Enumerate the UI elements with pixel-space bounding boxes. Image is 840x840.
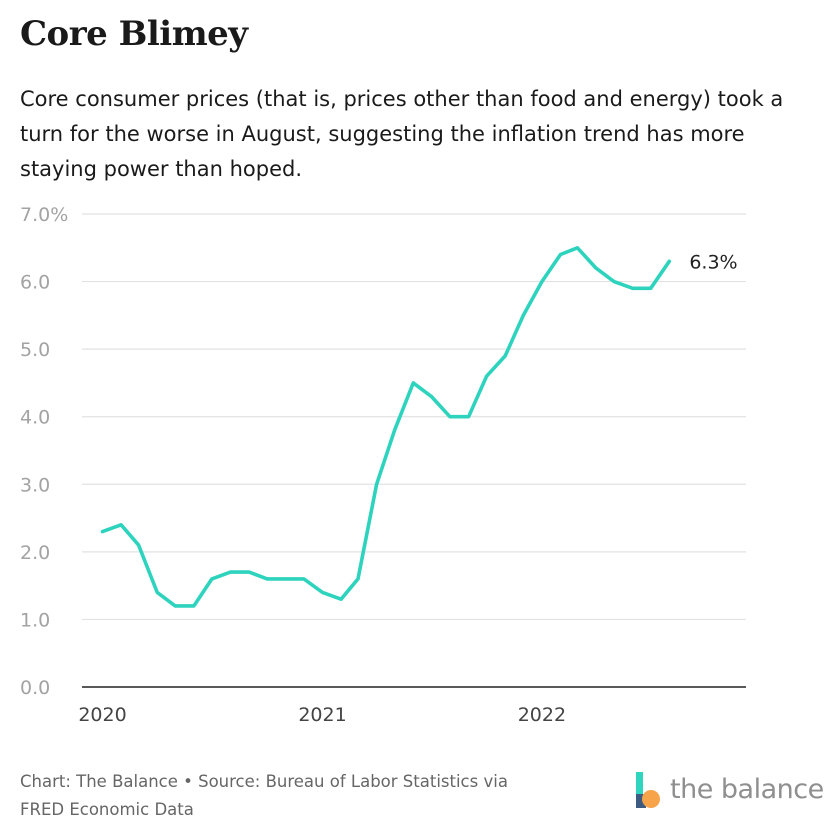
data-point	[192, 604, 196, 608]
series-line	[100, 245, 672, 608]
data-point	[521, 314, 525, 318]
y-tick-label: 3.0	[20, 474, 50, 496]
y-tick-label: 1.0	[20, 609, 50, 631]
data-point	[668, 260, 672, 264]
x-tick-label: 2020	[78, 704, 126, 726]
balance-logo-icon	[636, 772, 660, 808]
data-point	[594, 266, 598, 270]
data-point	[485, 374, 489, 378]
chart-subtitle: Core consumer prices (that is, prices ot…	[20, 87, 784, 181]
y-tick-label: 2.0	[20, 542, 50, 564]
data-point	[503, 354, 507, 358]
x-tick-label: 2022	[518, 704, 566, 726]
data-point	[210, 577, 214, 581]
y-tick-label: 0.0	[20, 677, 50, 699]
data-point	[137, 543, 141, 547]
data-point	[429, 395, 433, 399]
data-point	[393, 428, 397, 432]
data-point	[448, 415, 452, 419]
data-point	[321, 591, 325, 595]
data-point	[540, 280, 544, 284]
end-value-label: 6.3%	[689, 251, 737, 273]
data-point	[612, 280, 616, 284]
data-point	[576, 246, 580, 250]
data-point	[247, 570, 251, 574]
data-point	[302, 577, 306, 581]
brand-logo: the balance	[636, 772, 826, 812]
data-point	[649, 287, 653, 291]
data-point	[411, 381, 415, 385]
data-point	[119, 523, 123, 527]
chart-title: Core Blimey	[20, 14, 248, 54]
data-point	[173, 604, 177, 608]
data-point	[265, 577, 269, 581]
source-credit-line-1: Chart: The Balance • Source: Bureau of L…	[20, 772, 508, 791]
data-point	[467, 415, 471, 419]
data-point	[559, 253, 563, 257]
data-point	[356, 577, 360, 581]
line-chart: 0.0 1.0 2.0 3.0 4.0 5.0 6.0 7.0% 2020 2021 2022 6.3…	[20, 204, 746, 726]
y-tick-label: 5.0	[20, 339, 50, 361]
y-tick-label: 4.0	[20, 407, 50, 429]
data-point	[155, 591, 159, 595]
data-point	[339, 597, 343, 601]
data-point	[375, 482, 379, 486]
source-credit-line-2: FRED Economic Data	[20, 800, 194, 819]
data-point	[101, 530, 105, 534]
x-tick-label: 2021	[298, 704, 346, 726]
y-tick-label: 6.0	[20, 272, 50, 294]
brand-wordmark: the balance	[670, 774, 824, 805]
data-point	[229, 570, 233, 574]
data-point	[284, 577, 288, 581]
source-credit: Chart: The Balance • Source: Bureau of L…	[20, 768, 620, 824]
y-tick-label: 7.0%	[20, 204, 68, 226]
data-point	[631, 287, 635, 291]
